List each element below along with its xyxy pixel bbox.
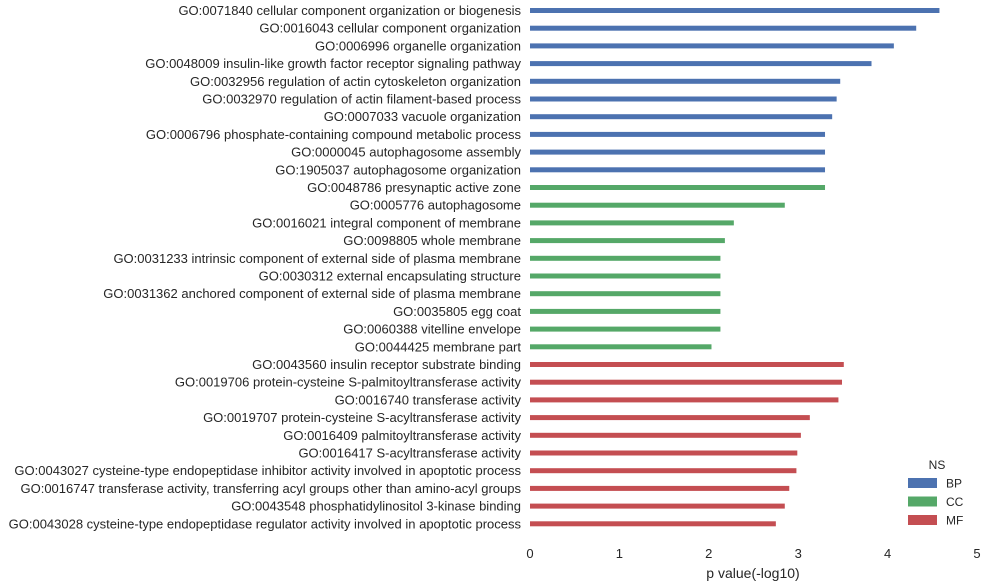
bar (530, 167, 826, 173)
bar (530, 291, 721, 297)
category-label: GO:0044425 membrane part (355, 339, 522, 354)
legend-swatch-mf (908, 515, 937, 525)
bar (530, 238, 725, 244)
category-label: GO:0032970 regulation of actin filament-… (202, 92, 521, 107)
bar (530, 273, 721, 279)
bar (530, 485, 790, 491)
bar (530, 344, 712, 350)
category-label: GO:0030312 external encapsulating struct… (259, 269, 521, 284)
x-tick-label: 5 (973, 546, 980, 561)
bar (530, 379, 843, 385)
bar (530, 78, 841, 84)
bar (530, 202, 785, 208)
legend-label-bp: BP (946, 477, 962, 491)
category-label: GO:0000045 autophagosome assembly (291, 145, 521, 160)
bar (530, 61, 872, 67)
category-label: GO:0006796 phosphate-containing compound… (146, 127, 522, 142)
bar (530, 397, 839, 403)
category-label: GO:0043548 phosphatidylinositol 3-kinase… (231, 499, 521, 514)
category-label: GO:0071840 cellular component organizati… (178, 3, 521, 18)
bars-group (530, 8, 940, 527)
bar (530, 308, 721, 314)
category-label: GO:0016043 cellular component organizati… (259, 21, 521, 36)
bar (530, 114, 833, 120)
category-label: GO:0060388 vitelline envelope (343, 322, 521, 337)
legend-label-cc: CC (946, 495, 964, 509)
category-labels-group: GO:0071840 cellular component organizati… (9, 3, 522, 531)
bar (530, 503, 785, 509)
x-tick-label: 2 (705, 546, 712, 561)
bar (530, 521, 776, 527)
bar (530, 149, 826, 155)
category-label: GO:0019707 protein-cysteine S-acyltransf… (203, 410, 521, 425)
bar (530, 131, 826, 137)
bar (530, 450, 798, 456)
x-axis-title: p value(-log10) (706, 565, 799, 581)
category-label: GO:0007033 vacuole organization (324, 109, 521, 124)
bar (530, 43, 894, 49)
category-label: GO:0048786 presynaptic active zone (307, 180, 521, 195)
bar (530, 362, 844, 367)
category-label: GO:0043027 cysteine-type endopeptidase i… (14, 463, 521, 478)
legend-swatch-bp (908, 478, 937, 488)
bar (530, 432, 801, 438)
category-label: GO:0005776 autophagosome (350, 198, 521, 213)
category-label: GO:0035805 egg coat (393, 304, 521, 319)
legend: NS BP CC MF (908, 458, 964, 528)
category-label: GO:0098805 whole membrane (343, 233, 521, 248)
x-axis-ticks-group: 0 1 2 3 4 5 (526, 546, 980, 561)
legend-title: NS (929, 458, 946, 472)
bar (530, 415, 810, 421)
category-label: GO:0032956 regulation of actin cytoskele… (190, 74, 521, 89)
category-label: GO:0019706 protein-cysteine S-palmitoylt… (175, 375, 522, 390)
category-label: GO:0031233 intrinsic component of extern… (113, 251, 521, 266)
bar (530, 255, 721, 261)
x-tick-label: 0 (526, 546, 533, 561)
category-label: GO:0043028 cysteine-type endopeptidase r… (9, 516, 522, 531)
x-tick-label: 4 (884, 546, 891, 561)
bar (530, 220, 734, 226)
category-label: GO:0043560 insulin receptor substrate bi… (252, 357, 521, 372)
category-label: GO:0016740 transferase activity (335, 392, 522, 407)
legend-swatch-cc (908, 496, 937, 507)
category-label: GO:0016747 transferase activity, transfe… (20, 481, 521, 496)
bar (530, 96, 837, 102)
category-label: GO:0031362 anchored component of externa… (103, 286, 521, 301)
x-tick-label: 3 (795, 546, 802, 561)
legend-label-mf: MF (946, 514, 963, 528)
legend-items-group: BP CC MF (908, 477, 964, 528)
bar (530, 326, 721, 332)
x-tick-label: 1 (616, 546, 623, 561)
bar (530, 25, 917, 31)
category-label: GO:0006996 organelle organization (315, 38, 521, 53)
category-label: GO:0016021 integral component of membran… (252, 215, 521, 230)
bar (530, 185, 826, 190)
category-label: GO:0016409 palmitoyltransferase activity (283, 428, 521, 443)
bar (530, 8, 940, 13)
category-label: GO:0048009 insulin-like growth factor re… (145, 56, 521, 71)
category-label: GO:1905037 autophagosome organization (275, 162, 521, 177)
bar (530, 468, 797, 474)
category-label: GO:0016417 S-acyltransferase activity (298, 446, 521, 461)
